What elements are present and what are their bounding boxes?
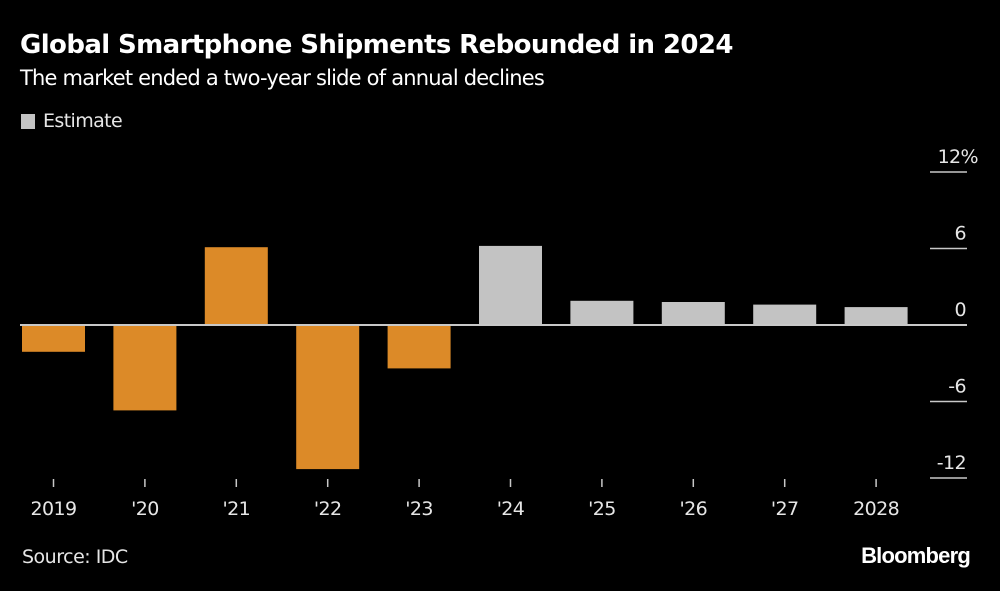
x-tick-label: '26 — [679, 498, 707, 520]
x-tick-label: 2028 — [853, 498, 899, 520]
x-tick-label: 2019 — [31, 498, 77, 520]
bloomberg-logo: Bloomberg — [861, 543, 971, 568]
y-axis: 12% 6 0 -6 -12 — [930, 146, 979, 479]
x-tick-label: '21 — [222, 498, 250, 520]
x-tick-label: '23 — [405, 498, 433, 520]
y-tick-label: 0 — [955, 299, 967, 321]
y-tick-label: 12% — [938, 146, 978, 168]
bar-26 — [661, 302, 725, 325]
bar-24 — [479, 245, 542, 325]
legend-swatch-estimate — [21, 113, 35, 129]
x-axis: 2019 '20 '21 '22 '23 '24 '25 '26 '27 2028 — [31, 479, 900, 520]
x-tick-label: '24 — [497, 498, 525, 520]
x-tick-label: '20 — [131, 498, 159, 520]
x-tick-label: '25 — [588, 498, 616, 520]
bar-20 — [113, 325, 177, 411]
bar-2019 — [22, 325, 85, 352]
chart-subtitle: The market ended a two-year slide of ann… — [20, 66, 545, 90]
bar-2028 — [844, 307, 908, 325]
bar-21 — [204, 247, 268, 325]
y-tick-label: -12 — [937, 452, 966, 474]
bar-25 — [570, 300, 634, 325]
x-tick-label: '27 — [771, 498, 799, 520]
x-tick-label: '22 — [314, 498, 342, 520]
bars-group — [22, 245, 908, 470]
bar-27 — [753, 304, 817, 325]
bar-22 — [296, 325, 360, 470]
legend-label-estimate: Estimate — [43, 110, 123, 132]
y-tick-label: -6 — [948, 376, 966, 398]
chart-title: Global Smartphone Shipments Rebounded in… — [20, 30, 733, 60]
bar-23 — [387, 325, 451, 369]
y-tick-label: 6 — [955, 223, 967, 245]
legend: Estimate — [21, 110, 123, 132]
source-note: Source: IDC — [22, 546, 128, 568]
